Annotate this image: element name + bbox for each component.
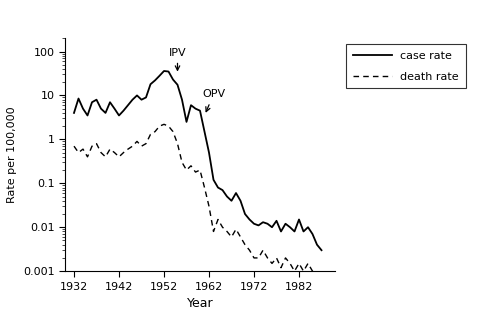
death rate xyxy=(318,282,324,286)
death rate xyxy=(76,151,82,154)
case rate xyxy=(215,186,221,189)
death rate xyxy=(166,124,172,128)
Line: death rate: death rate xyxy=(74,124,322,284)
Y-axis label: Rate per 100,000: Rate per 100,000 xyxy=(8,107,18,203)
case rate xyxy=(238,199,244,203)
case rate xyxy=(71,111,77,115)
death rate xyxy=(71,144,77,148)
case rate xyxy=(161,69,167,73)
case rate xyxy=(318,248,324,252)
death rate xyxy=(215,218,221,221)
case rate xyxy=(166,70,172,73)
death rate xyxy=(161,122,167,126)
Text: OPV: OPV xyxy=(202,89,225,112)
case rate xyxy=(264,222,270,226)
case rate xyxy=(76,97,82,100)
case rate xyxy=(228,199,234,203)
death rate xyxy=(228,235,234,239)
X-axis label: Year: Year xyxy=(186,297,214,310)
Text: IPV: IPV xyxy=(168,48,186,70)
Legend: case rate, death rate: case rate, death rate xyxy=(346,44,466,88)
death rate xyxy=(238,235,244,239)
Line: case rate: case rate xyxy=(74,71,322,250)
death rate xyxy=(264,256,270,260)
